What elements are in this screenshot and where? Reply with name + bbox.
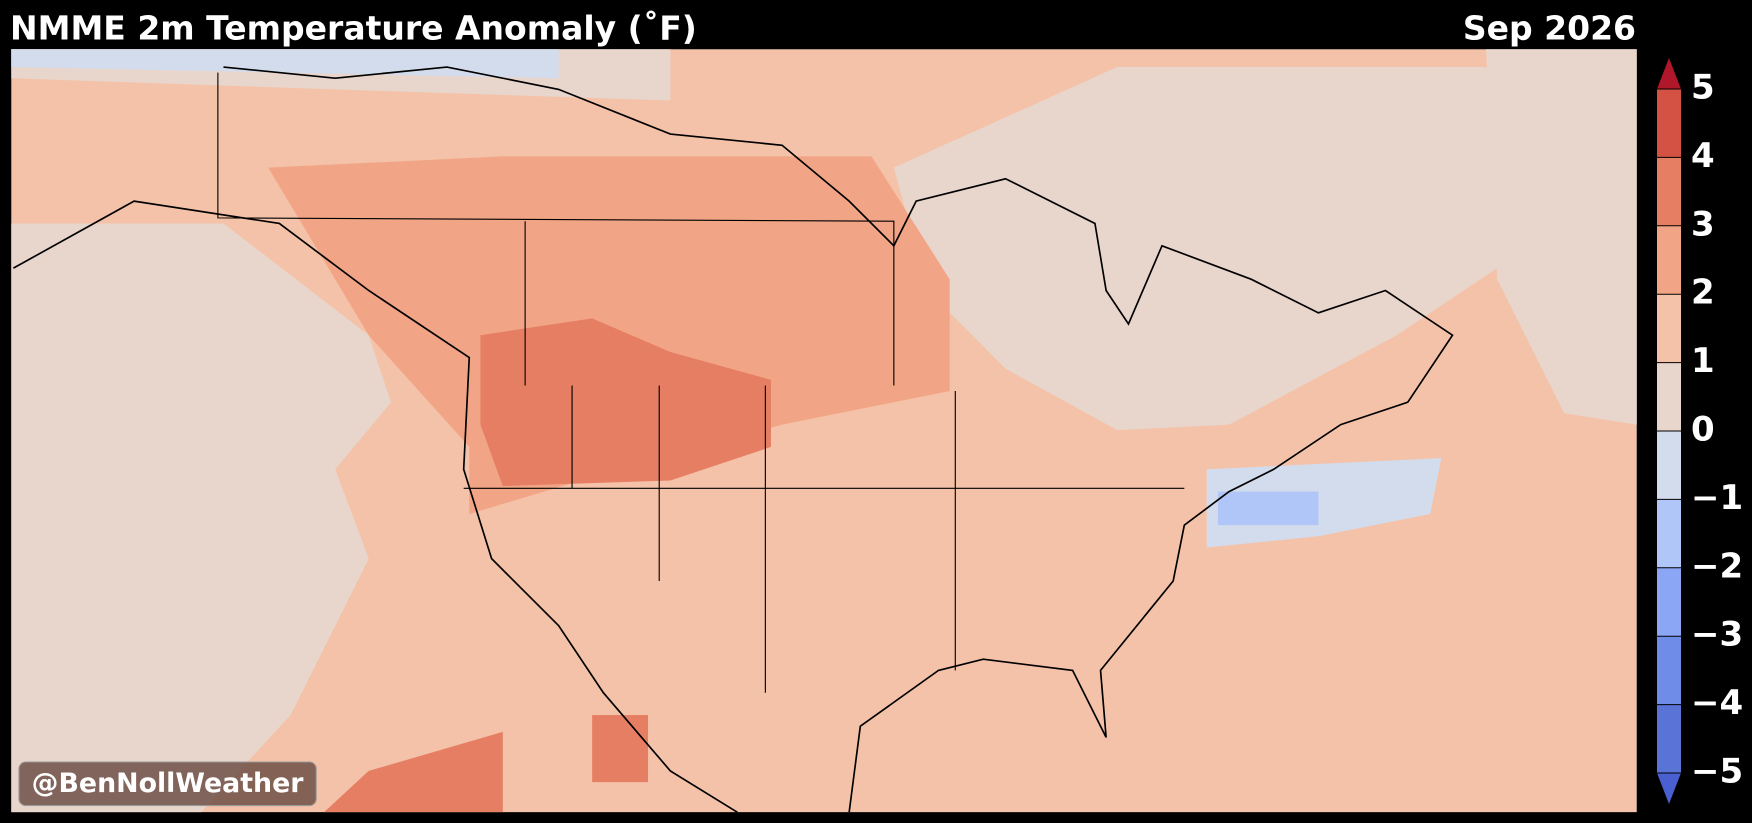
colorbar: −5 −4 −3 −2 −1 0 1 2 3 4 5 <box>1657 58 1743 804</box>
anomaly-region <box>1217 491 1319 526</box>
colorbar-tick-label: −2 <box>1691 546 1743 586</box>
colorbar-segment <box>1657 431 1681 500</box>
colorbar-tick-label: −4 <box>1691 683 1743 723</box>
colorbar-segment <box>1657 362 1681 431</box>
colorbar-tick-label: 0 <box>1691 410 1715 450</box>
anomaly-region <box>1486 49 1637 425</box>
colorbar-under <box>1657 773 1681 804</box>
colorbar-tick-label: −3 <box>1691 615 1743 655</box>
colorbar-segment <box>1657 294 1681 363</box>
colorbar-tick-label: 3 <box>1691 204 1715 244</box>
colorbar-segment <box>1657 225 1681 295</box>
colorbar-tick-label: 1 <box>1691 341 1715 381</box>
colorbar-segment <box>1657 499 1681 568</box>
map: @BenNollWeather <box>11 49 1637 813</box>
colorbar-segment <box>1657 704 1681 773</box>
colorbar-tick-label: 5 <box>1691 68 1715 108</box>
title: NMME 2m Temperature Anomaly (˚F) <box>10 9 697 48</box>
anomaly-region <box>324 731 503 813</box>
colorbar-tick-label: −1 <box>1691 478 1743 518</box>
borders <box>217 72 1185 693</box>
anomaly-region <box>480 318 771 487</box>
coastline <box>13 66 1454 813</box>
colorbar-tick-label: 4 <box>1691 136 1715 176</box>
colorbar-segment <box>1657 89 1681 158</box>
colorbar-segment <box>1657 157 1681 226</box>
watermark-box <box>18 761 317 807</box>
colorbar-segment <box>1657 636 1681 705</box>
colorbar-tick-label: −5 <box>1691 752 1743 792</box>
date: Sep 2026 <box>1463 9 1636 48</box>
anomaly-region <box>11 49 559 79</box>
colorbar-over <box>1657 58 1681 89</box>
anomaly-region <box>11 223 392 813</box>
anomaly-region <box>592 715 649 783</box>
watermark: @BenNollWeather <box>32 768 305 799</box>
anomaly-region <box>893 67 1498 431</box>
colorbar-segment <box>1657 567 1681 637</box>
colorbar-tick-label: 2 <box>1691 273 1715 313</box>
